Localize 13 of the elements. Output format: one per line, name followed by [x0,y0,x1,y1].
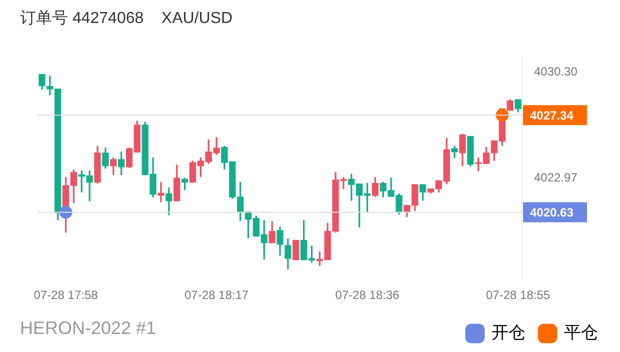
ref-line-label: 4020.63 [530,206,574,220]
legend-label: 平仓 [564,323,598,342]
ref-line-label: 4027.34 [530,108,574,122]
text: HERON-2022 #1 [20,318,156,339]
x-tick-label: 07-28 18:55 [486,288,550,302]
y-tick-label: 4022.97 [534,170,578,185]
x-tick-label: 07-28 18:17 [184,288,249,302]
legend-label: 开仓 [492,323,526,342]
y-tick-label: 4030.30 [534,64,578,79]
x-tick-label: 07-28 18:36 [335,288,400,302]
x-tick-label: 07-28 17:58 [34,288,98,302]
chart-title: 订单号 44274068 XAU/USD [20,9,233,29]
candlestick [158,182,164,202]
